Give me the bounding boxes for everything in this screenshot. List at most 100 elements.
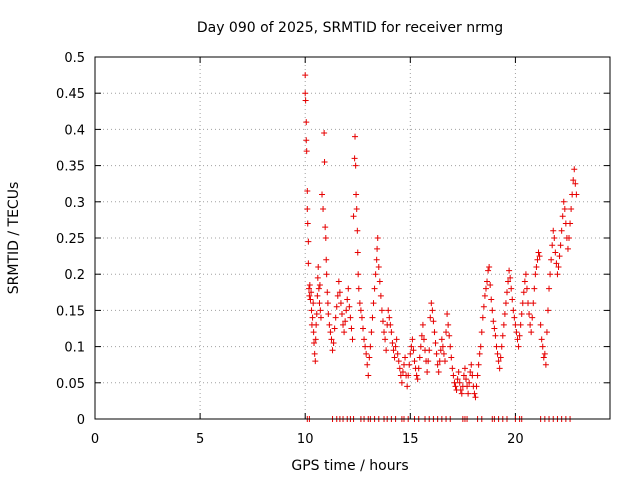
data-point xyxy=(517,321,524,328)
data-point xyxy=(325,311,332,318)
data-point xyxy=(404,383,411,390)
data-point xyxy=(413,372,420,379)
data-point xyxy=(551,235,558,241)
data-point xyxy=(571,166,578,173)
data-point xyxy=(564,245,571,252)
data-point xyxy=(458,390,465,397)
data-point xyxy=(321,130,328,137)
data-point xyxy=(546,285,553,292)
data-point xyxy=(347,314,354,321)
data-point xyxy=(533,263,540,270)
data-point xyxy=(392,343,399,350)
data-point xyxy=(371,285,378,292)
data-point xyxy=(353,206,360,213)
data-point xyxy=(407,350,414,357)
x-tick-label: 20 xyxy=(507,432,524,447)
data-point xyxy=(513,329,520,336)
data-point xyxy=(530,300,537,307)
data-point xyxy=(358,314,365,321)
data-point xyxy=(433,350,440,357)
data-point xyxy=(522,271,529,278)
data-point xyxy=(360,325,367,332)
data-point xyxy=(332,314,339,321)
data-point xyxy=(443,329,450,336)
chart-title: Day 090 of 2025, SRMTID for receiver nrm… xyxy=(197,20,503,36)
data-point xyxy=(317,314,324,321)
data-point xyxy=(410,347,417,354)
data-point xyxy=(552,249,559,256)
data-point xyxy=(444,311,451,318)
data-point xyxy=(539,343,546,350)
data-point xyxy=(573,191,580,198)
data-point xyxy=(436,358,443,365)
data-point xyxy=(516,332,523,339)
data-point xyxy=(367,343,374,350)
data-point xyxy=(499,332,506,339)
data-point xyxy=(336,289,343,296)
data-point xyxy=(479,314,486,321)
data-point xyxy=(435,368,442,375)
data-point xyxy=(519,300,526,307)
data-point xyxy=(368,329,375,336)
data-point xyxy=(488,296,495,303)
data-point xyxy=(378,307,385,314)
data-point xyxy=(374,245,381,252)
data-point xyxy=(379,318,386,325)
data-point xyxy=(315,263,322,270)
data-point xyxy=(414,376,421,383)
data-point xyxy=(385,307,392,314)
data-point xyxy=(504,289,510,296)
data-point xyxy=(500,321,507,328)
data-point xyxy=(356,300,363,307)
y-axis-ticks: 0 0.05 0.1 0.15 0.2 0.25 0.3 0.35 0.4 0.45 0.5 xyxy=(56,51,610,428)
data-point xyxy=(313,311,320,318)
data-point xyxy=(399,368,406,375)
data-point xyxy=(314,274,321,281)
data-point xyxy=(352,162,359,169)
x-tick-label: 0 xyxy=(91,432,99,447)
data-point xyxy=(328,336,335,343)
data-point xyxy=(555,263,562,270)
data-point xyxy=(375,263,382,270)
data-point xyxy=(471,390,478,397)
y-tick-label: 0.25 xyxy=(56,232,85,247)
data-point xyxy=(306,292,313,299)
data-point xyxy=(374,235,381,241)
data-point xyxy=(536,253,543,260)
data-point xyxy=(342,318,349,325)
data-point xyxy=(531,285,538,292)
data-point xyxy=(548,256,555,263)
data-point xyxy=(525,300,532,307)
data-point xyxy=(351,155,358,162)
data-point xyxy=(491,325,498,332)
data-point xyxy=(386,314,393,321)
data-point xyxy=(430,318,437,325)
data-point xyxy=(468,361,475,368)
data-point xyxy=(314,292,321,299)
data-point xyxy=(558,227,565,234)
data-point xyxy=(327,329,334,336)
data-point xyxy=(460,372,467,379)
data-point xyxy=(382,336,389,343)
data-point xyxy=(446,332,453,339)
data-point xyxy=(331,325,338,332)
data-point xyxy=(373,256,380,263)
data-point xyxy=(391,354,398,361)
data-point xyxy=(353,191,360,198)
data-point xyxy=(346,303,353,310)
data-point xyxy=(515,343,522,350)
y-tick-label: 0.2 xyxy=(64,268,85,283)
data-point xyxy=(467,368,474,375)
data-point xyxy=(561,206,568,213)
data-point xyxy=(512,321,519,328)
data-point xyxy=(376,278,383,285)
data-point xyxy=(529,314,536,321)
y-tick-label: 0.5 xyxy=(64,51,85,66)
data-point xyxy=(355,285,362,292)
data-point xyxy=(549,242,556,249)
data-point xyxy=(487,282,494,289)
y-axis-title: SRMTID / TECUs xyxy=(6,182,22,295)
data-point xyxy=(320,206,327,213)
data-point xyxy=(432,339,439,346)
data-point xyxy=(506,267,513,274)
